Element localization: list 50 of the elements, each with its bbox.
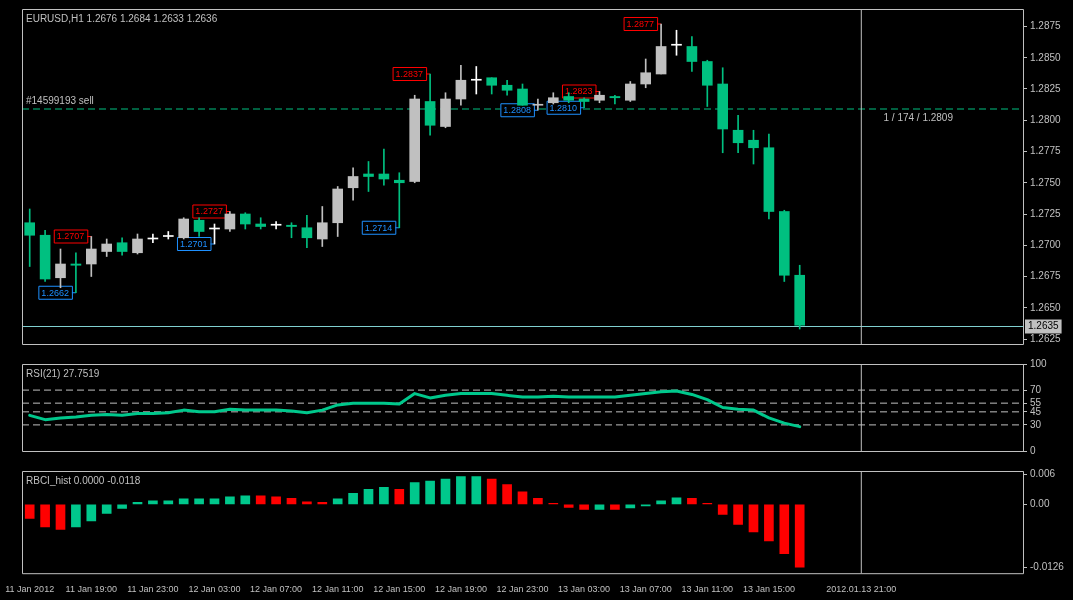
annotation: 1 / 174 / 1.2809 [883, 111, 954, 123]
y-tick-label: 1.2625 [1030, 332, 1062, 344]
y-tick-label: 1.2775 [1030, 145, 1062, 157]
x-tick-label: 11 Jan 2012 [5, 584, 55, 595]
y-tick-label: 0 [1030, 444, 1036, 456]
y-tick-label: 1.2675 [1030, 270, 1062, 282]
chart-title: RBCI_hist 0.0000 -0.0118 [26, 474, 141, 486]
annotation: 1.2714 [364, 222, 393, 233]
ref-line-label: #14599193 sell [26, 94, 94, 106]
annotation: 1.2877 [626, 18, 655, 29]
x-tick-label: 2012.01.13 21:00 [826, 584, 897, 595]
y-tick-label: 45 [1030, 405, 1042, 417]
y-tick-label: 0.00 [1030, 498, 1050, 510]
annotation: 1.2707 [56, 231, 85, 242]
x-tick-label: 12 Jan 23:00 [496, 584, 549, 595]
y-tick-label: 100 [1030, 357, 1048, 369]
annotation: 1.2823 [564, 86, 593, 97]
x-tick-label: 11 Jan 23:00 [127, 584, 179, 595]
chart-title: RSI(21) 27.7519 [26, 367, 100, 379]
chart-title: EURUSD,H1 1.2676 1.2684 1.2633 1.2636 [26, 12, 218, 24]
y-tick-label: 0.006 [1030, 468, 1056, 480]
annotation: 1.2837 [395, 68, 424, 79]
ref-line-label: 1.2635 [1028, 320, 1060, 332]
x-tick-label: 12 Jan 19:00 [434, 584, 487, 595]
y-tick-label: 1.2825 [1030, 82, 1062, 94]
x-tick-label: 12 Jan 15:00 [373, 584, 426, 595]
y-tick-label: 55 [1030, 396, 1042, 408]
x-tick-label: 11 Jan 19:00 [65, 584, 117, 595]
y-tick-label: 1.2750 [1030, 176, 1062, 188]
x-tick-label: 13 Jan 07:00 [619, 584, 672, 595]
annotation: 1.2808 [503, 105, 531, 116]
y-tick-label: -0.0126 [1030, 560, 1065, 572]
y-tick-label: 70 [1030, 383, 1042, 395]
annotation: 1.2727 [195, 206, 223, 217]
y-tick-label: 1.2850 [1030, 51, 1062, 63]
y-tick-label: 30 [1030, 418, 1042, 430]
annotation: 1.2701 [179, 238, 208, 249]
y-tick-label: 1.2700 [1030, 239, 1062, 250]
y-tick-label: 1.2875 [1030, 20, 1062, 32]
y-tick-label: 1.2800 [1030, 114, 1062, 125]
y-tick-label: 1.2725 [1030, 207, 1062, 219]
y-tick-label: 1.2650 [1030, 301, 1062, 313]
annotation: 1.2662 [41, 287, 69, 298]
annotation: 1.2810 [549, 102, 578, 113]
x-tick-label: 13 Jan 15:00 [742, 584, 795, 595]
x-tick-label: 12 Jan 07:00 [250, 584, 303, 595]
x-tick-label: 12 Jan 11:00 [312, 584, 364, 595]
x-tick-label: 13 Jan 03:00 [558, 584, 611, 595]
x-tick-label: 13 Jan 11:00 [681, 584, 733, 595]
x-tick-label: 12 Jan 03:00 [188, 584, 241, 595]
